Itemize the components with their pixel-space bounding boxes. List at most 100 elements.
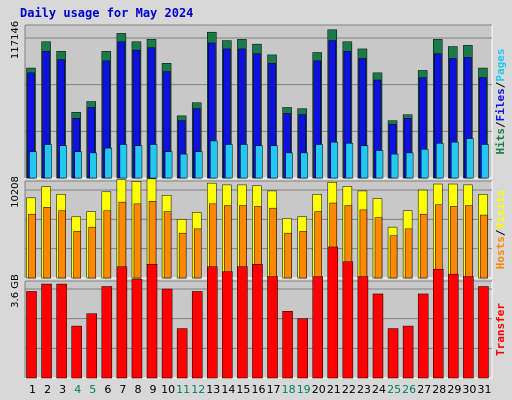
bar-hosts-day-23 [359, 209, 368, 279]
x-tick-day-8: 8 [134, 383, 141, 396]
bar-pages-day-2 [44, 144, 52, 179]
bar-pages-day-23 [360, 145, 369, 179]
bar-transfer-day-7 [116, 266, 128, 379]
bar-pages-day-26 [405, 152, 414, 179]
x-tick-day-1: 1 [29, 383, 36, 396]
bar-hosts-day-12 [193, 228, 202, 279]
bar-hosts-day-6 [103, 210, 112, 279]
bar-pages-day-4 [74, 151, 82, 179]
bar-pages-day-3 [59, 145, 67, 179]
bar-hosts-day-20 [314, 211, 322, 279]
bar-hosts-day-2 [43, 207, 51, 279]
bar-hosts-day-1 [28, 213, 36, 279]
bar-transfer-day-30 [463, 276, 474, 379]
bar-transfer-day-10 [161, 288, 173, 379]
top-series-label-part: Hits [494, 128, 507, 155]
x-tick-day-14: 14 [221, 383, 235, 396]
bar-pages-day-18 [285, 152, 293, 179]
x-tick-day-24: 24 [372, 383, 386, 396]
bottom-y-max-label: 3.6 GB [10, 274, 21, 308]
bar-hosts-day-4 [73, 231, 81, 279]
bar-transfer-day-29 [448, 273, 459, 379]
bar-pages-day-29 [451, 141, 459, 179]
x-tick-day-17: 17 [267, 383, 281, 396]
top-y-max-label: 117146 [10, 21, 21, 59]
chart-panels: 117146Hits/Files/Pages10208Hosts/Visits3… [10, 21, 507, 379]
middle-series-label-part: / [494, 229, 507, 236]
bar-pages-day-28 [435, 143, 444, 179]
bar-transfer-day-17 [267, 276, 278, 379]
bar-hosts-day-8 [133, 203, 142, 279]
bar-transfer-day-14 [222, 271, 233, 379]
bar-transfer-day-22 [342, 261, 354, 379]
bar-pages-day-19 [300, 152, 308, 179]
x-tick-day-28: 28 [432, 383, 446, 396]
middle-series-label: Hosts/Visits [494, 190, 507, 270]
bar-pages-day-10 [164, 151, 173, 179]
bar-pages-day-12 [194, 151, 203, 179]
x-tick-day-9: 9 [150, 383, 157, 396]
bar-transfer-day-18 [282, 311, 293, 379]
bar-transfer-day-6 [101, 286, 113, 379]
bar-pages-day-20 [315, 144, 323, 179]
x-tick-day-30: 30 [462, 383, 476, 396]
bar-hosts-day-31 [480, 214, 488, 279]
x-tick-day-31: 31 [477, 383, 491, 396]
bar-transfer-day-27 [417, 293, 429, 379]
x-tick-day-27: 27 [417, 383, 431, 396]
bar-transfer-day-11 [176, 328, 188, 379]
bar-transfer-day-5 [86, 313, 98, 379]
bar-hosts-day-24 [374, 217, 383, 279]
bar-pages-day-24 [375, 150, 384, 179]
bar-transfer-day-20 [312, 276, 323, 379]
x-tick-day-19: 19 [297, 383, 311, 396]
x-tick-day-23: 23 [357, 383, 371, 396]
bar-transfer-day-21 [327, 246, 339, 379]
bar-transfer-day-23 [357, 276, 369, 379]
bar-hosts-day-28 [434, 204, 443, 279]
bar-hosts-day-14 [224, 205, 232, 279]
bar-pages-day-21 [330, 141, 339, 179]
bar-transfer-day-4 [71, 325, 82, 379]
top-series-label: Hits/Files/Pages [494, 49, 507, 155]
bar-pages-day-16 [255, 145, 263, 179]
bar-pages-day-27 [420, 149, 429, 179]
bar-transfer-day-2 [41, 283, 52, 379]
x-tick-day-29: 29 [447, 383, 461, 396]
bar-hosts-day-3 [58, 210, 66, 279]
chart-title: Daily usage for May 2024 [20, 6, 194, 20]
x-tick-day-2: 2 [44, 383, 51, 396]
bottom-series-label-part: Transfer [494, 303, 507, 356]
bar-pages-day-9 [149, 144, 158, 179]
x-tick-day-18: 18 [282, 383, 296, 396]
bar-hosts-day-5 [88, 226, 97, 279]
x-tick-day-4: 4 [74, 383, 81, 396]
bar-pages-day-30 [466, 138, 474, 179]
bar-pages-day-15 [240, 144, 248, 179]
x-tick-day-3: 3 [59, 383, 66, 396]
bar-pages-day-7 [119, 144, 128, 179]
bar-transfer-day-31 [478, 286, 489, 379]
bar-transfer-day-24 [372, 293, 384, 379]
bar-transfer-day-12 [191, 291, 203, 379]
x-tick-day-7: 7 [119, 383, 126, 396]
middle-panel: 10208 Hosts/Visits [10, 176, 507, 279]
bar-transfer-day-28 [432, 268, 444, 379]
middle-series-label-part: Visits [494, 190, 507, 230]
bar-hosts-day-25 [389, 235, 398, 279]
bar-hosts-day-26 [404, 228, 413, 279]
bottom-panel: 3.6 GB Transfer [10, 246, 507, 379]
bar-pages-day-14 [225, 144, 233, 179]
bar-transfer-day-1 [26, 291, 37, 379]
bar-transfer-day-26 [402, 325, 414, 379]
bar-hosts-day-17 [269, 207, 277, 279]
bar-hosts-day-11 [178, 232, 187, 279]
bar-pages-day-31 [481, 144, 489, 179]
bar-pages-day-25 [390, 153, 399, 179]
bar-hosts-day-19 [299, 231, 307, 279]
x-axis-day-labels: 1 2 3 4 5 6 7 8 9 10 11 12 13 14 15 16 17 18 19 20 21 22 23 24 2… [29, 383, 491, 396]
x-tick-day-26: 26 [402, 383, 416, 396]
top-series-label-part: / [494, 81, 507, 88]
